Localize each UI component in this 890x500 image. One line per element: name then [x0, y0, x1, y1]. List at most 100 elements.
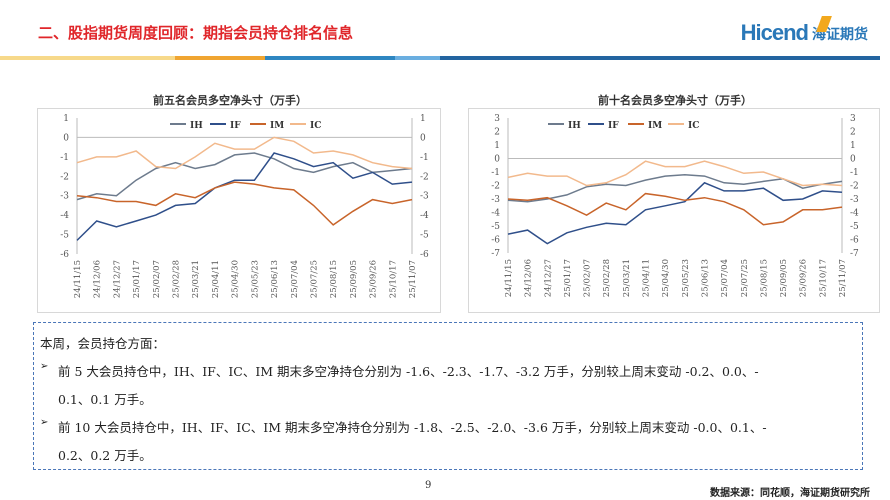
- x-tick-label: 24/11/15: [504, 259, 514, 297]
- legend-label-IF: IF: [230, 121, 241, 131]
- y-tick-label-left: -6: [60, 250, 69, 260]
- x-tick-label: 25/11/07: [408, 260, 418, 298]
- chart1-title: 前五名会员多空净头寸（万手）: [153, 94, 307, 107]
- x-tick-label: 25/07/25: [740, 259, 750, 297]
- x-tick-label: 25/04/30: [231, 260, 241, 298]
- y-tick-label-right: -3: [850, 195, 859, 205]
- y-tick-label-left: -1: [60, 153, 69, 163]
- summary-top10-line2: 0.2、0.2 万手。: [58, 448, 152, 463]
- x-tick-label: 25/02/07: [152, 260, 162, 298]
- x-tick-label: 25/08/15: [329, 260, 339, 298]
- summary-top5-line2: 0.1、0.1 万手。: [58, 392, 152, 407]
- stripe-segment: [175, 56, 265, 60]
- x-tick-label: 25/01/17: [132, 260, 142, 298]
- x-tick-label: 25/05/23: [250, 260, 260, 298]
- stripe-segment: [440, 56, 880, 60]
- y-tick-label-left: -1: [491, 168, 500, 178]
- y-tick-label-left: -7: [491, 249, 500, 259]
- y-tick-label-right: -1: [850, 168, 859, 178]
- page-number: 9: [425, 480, 432, 491]
- stripe-segment: [395, 56, 440, 60]
- x-tick-label: 25/04/11: [211, 260, 221, 298]
- y-tick-label-left: 2: [494, 128, 500, 138]
- x-tick-label: 25/05/23: [681, 259, 691, 297]
- legend-label-IF: IF: [608, 121, 619, 131]
- legend-label-IC: IC: [688, 121, 699, 131]
- y-tick-label-right: -6: [850, 236, 859, 246]
- summary-box: 本周，会员持仓方面： ➢ 前 5 大会员持仓中，IH、IF、IC、IM 期末多空…: [33, 322, 863, 470]
- legend-label-IH: IH: [568, 121, 581, 131]
- y-tick-label-right: -5: [420, 231, 429, 241]
- y-tick-label-left: 1: [63, 114, 69, 124]
- x-tick-label: 25/06/13: [270, 260, 280, 298]
- y-tick-label-left: -5: [491, 222, 500, 232]
- data-source: 数据来源：同花顺，海证期货研究所: [710, 488, 870, 499]
- y-tick-label-left: -4: [491, 209, 500, 219]
- y-tick-label-right: 0: [420, 133, 426, 143]
- x-tick-label: 25/02/07: [583, 259, 593, 297]
- chart1-frame: [37, 108, 441, 313]
- x-tick-label: 25/10/17: [818, 259, 828, 297]
- series-line-IC: [507, 160, 843, 187]
- y-tick-label-right: -5: [850, 222, 859, 232]
- series-line-IF: [76, 152, 413, 241]
- y-tick-label-left: -4: [60, 211, 69, 221]
- summary-top5-line1: 前 5 大会员持仓中，IH、IF、IC、IM 期末多空净持仓分别为 -1.6、-…: [58, 364, 759, 379]
- x-tick-label: 25/11/07: [838, 259, 848, 297]
- x-tick-label: 24/11/15: [73, 260, 83, 298]
- y-tick-label-left: -3: [60, 192, 69, 202]
- y-tick-label-right: -1: [420, 153, 429, 163]
- x-tick-label: 24/12/27: [543, 259, 553, 297]
- summary-intro: 本周，会员持仓方面：: [40, 336, 166, 351]
- x-tick-label: 25/03/21: [622, 259, 632, 297]
- x-tick-label: 25/04/11: [642, 259, 652, 297]
- series-line-IM: [507, 192, 843, 226]
- legend-label-IM: IM: [648, 121, 662, 131]
- y-tick-label-left: -6: [491, 236, 500, 246]
- x-tick-label: 25/01/17: [563, 259, 573, 297]
- y-tick-label-right: 1: [420, 114, 426, 124]
- chart2-title: 前十名会员多空净头寸（万手）: [598, 94, 752, 107]
- y-tick-label-left: 3: [494, 114, 500, 124]
- x-tick-label: 25/07/25: [309, 260, 319, 298]
- x-tick-label: 25/09/05: [779, 259, 789, 297]
- y-tick-label-right: -7: [850, 249, 859, 259]
- x-tick-label: 25/08/15: [759, 259, 769, 297]
- series-line-IF: [507, 181, 843, 245]
- series-line-IC: [76, 136, 413, 170]
- x-tick-label: 25/04/30: [661, 259, 671, 297]
- stripe-segment: [265, 56, 395, 60]
- y-tick-label-left: -2: [491, 182, 500, 192]
- series-line-IH: [76, 152, 413, 201]
- summary-top10-line1: 前 10 大会员持仓中，IH、IF、IC、IM 期末多空净持仓分别为 -1.8、…: [58, 420, 767, 435]
- y-tick-label-left: 0: [494, 155, 500, 165]
- company-logo: Hicend 海证期货: [740, 16, 868, 46]
- y-tick-label-right: -2: [850, 182, 859, 192]
- x-tick-label: 25/02/28: [172, 260, 182, 298]
- y-tick-label-left: 0: [63, 133, 69, 143]
- x-tick-label: 24/12/06: [524, 259, 534, 297]
- y-tick-label-right: -4: [420, 211, 429, 221]
- y-tick-label-right: 3: [850, 114, 856, 124]
- y-tick-label-left: 1: [494, 141, 500, 151]
- legend-label-IM: IM: [270, 121, 284, 131]
- x-tick-label: 25/07/04: [290, 260, 300, 298]
- x-tick-label: 25/06/13: [700, 259, 710, 297]
- x-tick-label: 25/09/05: [349, 260, 359, 298]
- page-title: 二、股指期货周度回顾：期指会员持仓排名信息: [38, 24, 354, 42]
- logo-text-en: Hicend: [740, 20, 809, 45]
- x-tick-label: 25/10/17: [388, 260, 398, 298]
- y-tick-label-left: -3: [491, 195, 500, 205]
- y-tick-label-right: -6: [420, 250, 429, 260]
- x-tick-label: 25/07/04: [720, 259, 730, 297]
- x-tick-label: 25/09/26: [799, 259, 809, 297]
- y-tick-label-right: -3: [420, 192, 429, 202]
- y-tick-label-right: 0: [850, 155, 856, 165]
- x-tick-label: 25/02/28: [602, 259, 612, 297]
- y-tick-label-left: -5: [60, 231, 69, 241]
- y-tick-label-right: -2: [420, 172, 429, 182]
- legend-label-IC: IC: [310, 121, 321, 131]
- y-tick-label-right: 1: [850, 141, 856, 151]
